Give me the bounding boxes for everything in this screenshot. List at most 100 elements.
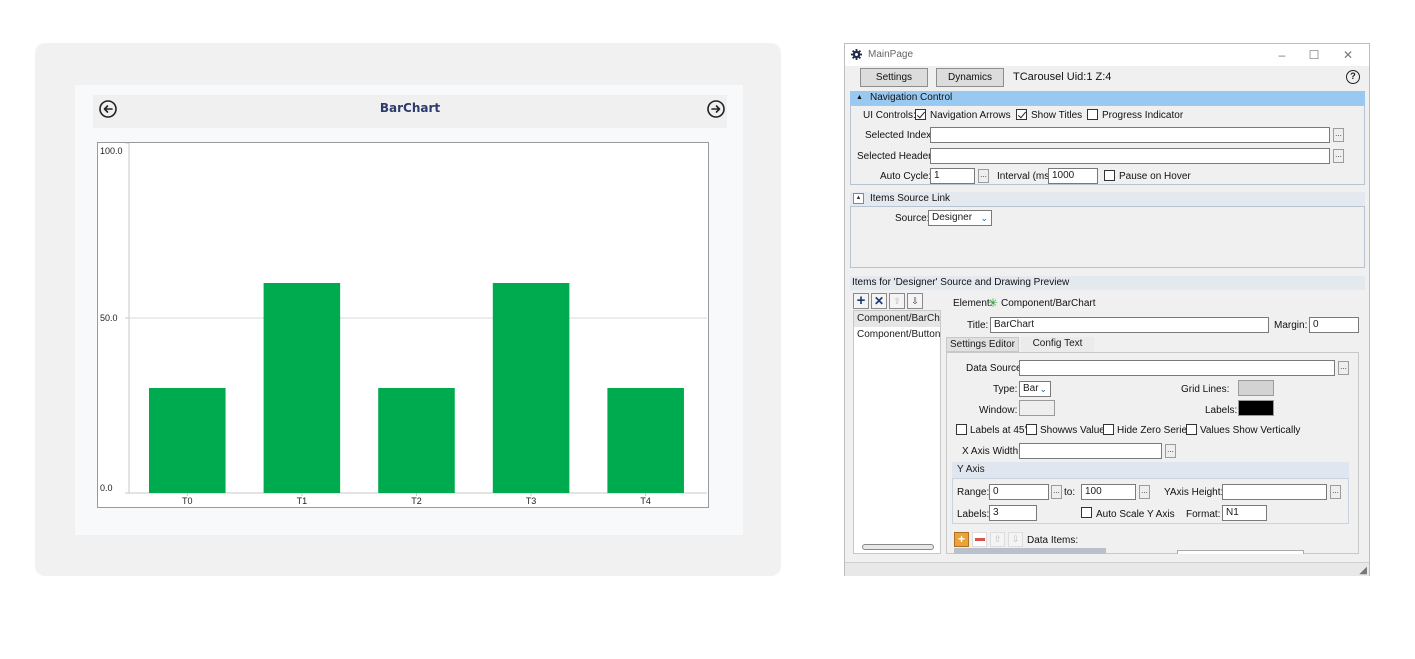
tab-settings-editor[interactable]: Settings Editor (946, 337, 1019, 352)
auto-scale-checkbox[interactable] (1081, 507, 1092, 518)
arrow-right-circle-icon[interactable] (705, 98, 727, 120)
show-titles-checkbox[interactable] (1016, 109, 1027, 120)
move-down-icon[interactable]: ⇩ (907, 293, 923, 309)
navigation-panel (850, 105, 1365, 185)
data-move-down-icon[interactable]: ⇩ (1008, 532, 1023, 547)
window-color-swatch[interactable] (1019, 400, 1055, 416)
auto-cycle-input[interactable]: 1 (930, 168, 975, 184)
labels-color-swatch[interactable] (1238, 400, 1274, 416)
interval-input[interactable]: 1000 (1048, 168, 1098, 184)
range-to-browse-button[interactable]: ... (1139, 485, 1150, 499)
auto-cycle-browse-button[interactable]: ... (978, 169, 989, 183)
x-tick-label: T0 (182, 496, 193, 506)
carousel-title: BarChart (379, 101, 441, 115)
data-move-up-icon[interactable]: ⇧ (990, 532, 1005, 547)
settings-button[interactable]: Settings (860, 68, 928, 87)
type-select[interactable]: Bar ⌄ (1019, 381, 1051, 397)
list-item[interactable]: Component/Button (857, 329, 940, 340)
progress-indicator-checkbox[interactable] (1087, 109, 1098, 120)
source-select[interactable]: Designer ⌄ (928, 210, 992, 226)
element-value: Component/BarChart (1001, 298, 1096, 309)
grid-lines-label: Grid Lines: (1181, 384, 1230, 395)
data-source-browse-button[interactable]: ... (1338, 361, 1349, 375)
component-icon: ✳ (988, 296, 999, 310)
close-button[interactable]: ✕ (1342, 48, 1354, 62)
labels45-checkbox[interactable] (956, 424, 967, 435)
chevron-down-icon: ⌄ (1039, 384, 1047, 394)
x-tick-label: T4 (640, 496, 651, 506)
selected-header-browse-button[interactable]: ... (1333, 149, 1344, 163)
labels-color-label: Labels: (1205, 405, 1238, 416)
shows-values-checkbox[interactable] (1026, 424, 1037, 435)
bar (149, 388, 226, 493)
margin-input[interactable]: 0 (1309, 317, 1359, 333)
data-item-input[interactable] (1177, 550, 1304, 554)
range-from-browse-button[interactable]: ... (1051, 485, 1062, 499)
remove-data-item-icon[interactable] (972, 532, 987, 547)
minimize-button[interactable]: – (1278, 48, 1286, 62)
delete-icon[interactable]: ✕ (871, 293, 887, 309)
carousel-header: BarChart (93, 95, 727, 128)
nav-arrows-checkbox[interactable] (915, 109, 926, 120)
navigation-control-header[interactable]: ▲ Navigation Control (850, 91, 1365, 105)
designer-window: MainPage – ☐ ✕ Settings Dynamics TCarous… (844, 43, 1370, 576)
resize-grip-icon[interactable]: ◢ (1359, 565, 1367, 576)
x-tick-label: T2 (411, 496, 422, 506)
selected-index-label: Selected Index: (865, 130, 934, 141)
to-label: to: (1064, 487, 1076, 498)
y-labels-input[interactable]: 3 (989, 505, 1037, 521)
pause-on-hover-checkbox[interactable] (1104, 170, 1115, 181)
maximize-button[interactable]: ☐ (1308, 48, 1320, 62)
yaxis-height-input[interactable] (1222, 484, 1327, 500)
title-input[interactable]: BarChart (990, 317, 1269, 333)
collapse-icon[interactable]: ▲ (853, 193, 864, 204)
data-items-list[interactable] (954, 548, 1106, 554)
y-axis-header: Y Axis (952, 462, 1349, 478)
move-up-icon[interactable]: ⇧ (889, 293, 905, 309)
yaxis-height-browse-button[interactable]: ... (1330, 485, 1341, 499)
selected-index-browse-button[interactable]: ... (1333, 128, 1344, 142)
chevron-down-icon: ⌄ (980, 213, 988, 223)
data-items-label: Data Items: (1027, 535, 1079, 546)
items-designer-header: Items for 'Designer' Source and Drawing … (850, 276, 1365, 290)
element-label: Element: (953, 298, 993, 309)
interval-label: Interval (ms) (997, 171, 1053, 182)
add-data-item-icon[interactable]: + (954, 532, 969, 547)
progress-indicator-label: Progress Indicator (1102, 110, 1184, 121)
bar (607, 388, 684, 493)
selected-header-label: Selected Header: (857, 151, 935, 162)
range-label: Range: (957, 487, 990, 498)
range-from-input[interactable]: 0 (989, 484, 1049, 500)
title-bar: MainPage – ☐ ✕ (845, 44, 1369, 66)
ui-controls-label: UI Controls: (863, 110, 916, 121)
tab-config-text[interactable]: Config Text (1021, 337, 1094, 352)
dynamics-button[interactable]: Dynamics (936, 68, 1004, 87)
list-item[interactable]: Component/BarChar (854, 311, 940, 327)
hide-zero-label: Hide Zero Series (1117, 425, 1193, 436)
add-icon[interactable]: + (853, 293, 869, 309)
x-axis-width-browse-button[interactable]: ... (1165, 444, 1176, 458)
range-to-input[interactable]: 100 (1081, 484, 1136, 500)
source-label: Source: (895, 213, 930, 224)
bar-chart-svg: 0.0 50.0 100.0 T0 T1 T2 T3 T4 (100, 143, 707, 506)
hide-zero-checkbox[interactable] (1103, 424, 1114, 435)
grid-lines-color-swatch[interactable] (1238, 380, 1274, 396)
horizontal-scrollbar[interactable] (862, 544, 934, 550)
nav-arrows-label: Navigation Arrows (930, 110, 1011, 121)
help-icon[interactable]: ? (1346, 70, 1360, 84)
values-vertical-checkbox[interactable] (1186, 424, 1197, 435)
selected-header-input[interactable] (930, 148, 1330, 164)
data-source-label: Data Source: (966, 363, 1025, 374)
items-source-header[interactable]: ▲ Items Source Link (850, 192, 1365, 206)
gear-icon (851, 49, 862, 63)
y-axis-panel (952, 478, 1349, 524)
format-input[interactable]: N1 (1222, 505, 1267, 521)
show-titles-label: Show Titles (1031, 110, 1083, 121)
selected-index-input[interactable] (930, 127, 1330, 143)
bar (378, 388, 455, 493)
data-source-input[interactable] (1019, 360, 1335, 376)
arrow-left-circle-icon[interactable] (97, 98, 119, 120)
x-axis-width-label: X Axis Width: (962, 446, 1021, 457)
x-axis-width-input[interactable] (1019, 443, 1162, 459)
yaxis-height-label: YAxis Height: (1164, 487, 1224, 498)
